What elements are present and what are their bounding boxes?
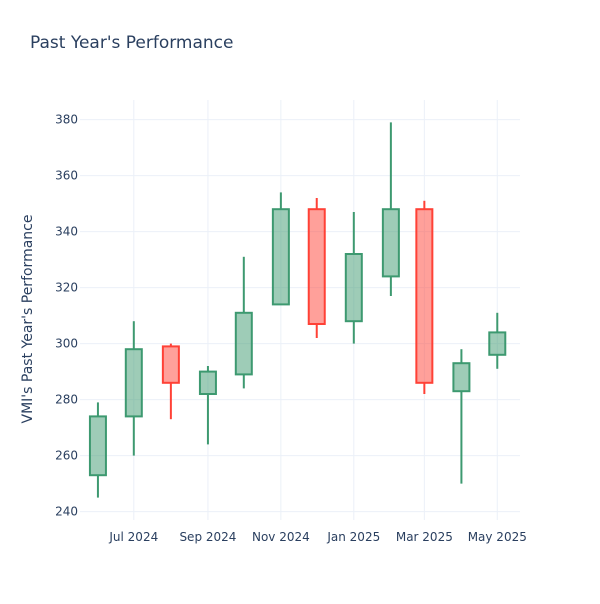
y-tick-label: 280 [55,393,78,407]
y-tick-label: 380 [55,113,78,127]
candle-body-increasing [88,415,107,477]
y-tick-label: 260 [55,449,78,463]
x-tick-label: Jul 2024 [108,530,158,544]
x-tick-label: Nov 2024 [252,530,310,544]
y-tick-label: 320 [55,281,78,295]
candle-body-increasing [344,253,363,323]
x-tick-label: Jan 2025 [326,530,380,544]
candle-body-increasing [381,208,400,278]
candle-body-increasing [124,348,143,418]
chart-title: Past Year's Performance [30,33,234,53]
y-tick-label: 240 [55,505,78,519]
candle-body-increasing [198,370,217,396]
y-tick-label: 300 [55,337,78,351]
candle-body-increasing [271,208,290,306]
x-tick-label: Mar 2025 [396,530,453,544]
y-tick-label: 360 [55,169,78,183]
candle-body-increasing [488,331,507,356]
candle-body-decreasing [307,208,326,325]
candle-body-decreasing [415,208,434,384]
candle-body-decreasing [161,345,180,384]
x-tick-label: May 2025 [468,530,527,544]
candle-body-increasing [234,311,253,376]
x-tick-label: Sep 2024 [179,530,236,544]
y-axis-title: VMI's Past Year's Performance [20,215,36,424]
y-tick-label: 340 [55,225,78,239]
candle-body-increasing [452,362,471,393]
